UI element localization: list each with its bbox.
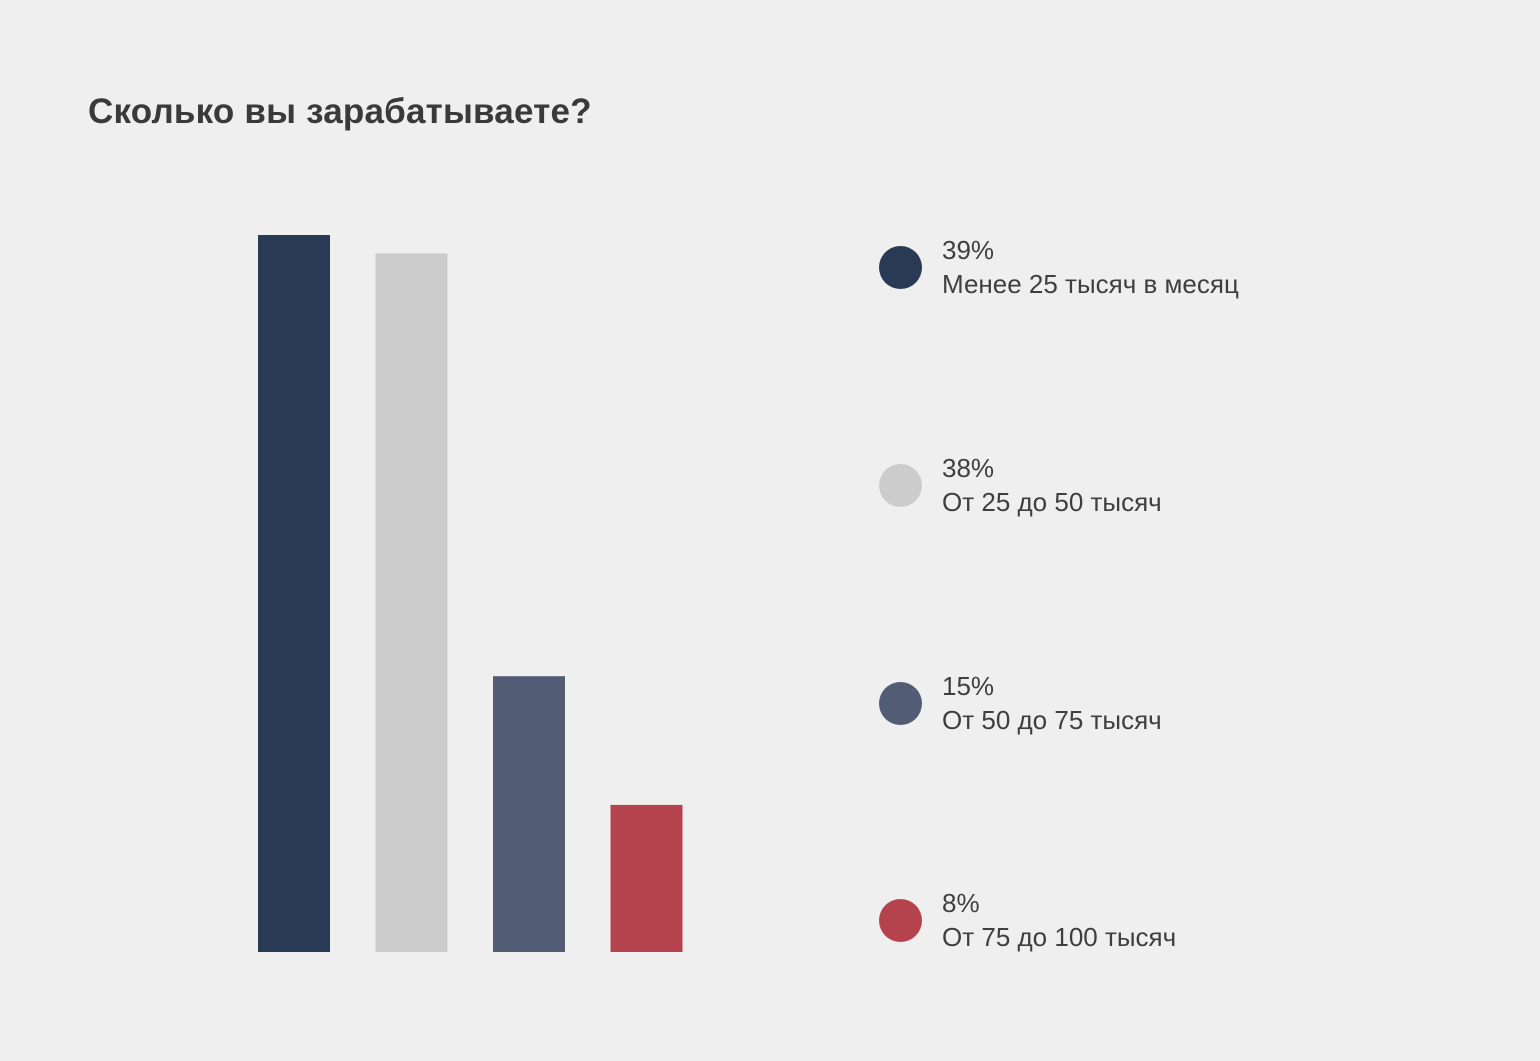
legend-value: 15% xyxy=(942,671,995,701)
bar-4 xyxy=(610,804,683,952)
legend-label: От 75 до 100 тысяч xyxy=(942,922,1177,952)
legend-item: 15% От 50 до 75 тысяч xyxy=(878,670,1398,742)
legend-label: Менее 25 тысяч в месяц xyxy=(942,269,1239,299)
legend-swatch-icon xyxy=(879,464,922,507)
legend-swatch-icon xyxy=(879,246,922,289)
chart-title: Сколько вы зарабатываете? xyxy=(88,92,592,131)
legend-value: 39% xyxy=(942,235,995,265)
bar-group xyxy=(258,235,683,952)
legend-value: 8% xyxy=(942,888,980,918)
legend-value: 38% xyxy=(942,453,995,483)
bar-3 xyxy=(493,676,565,952)
bar-1 xyxy=(258,235,330,952)
legend-label: От 50 до 75 тысяч xyxy=(942,705,1162,735)
legend-item: 8% От 75 до 100 тысяч xyxy=(878,887,1398,959)
legend-label: От 25 до 50 тысяч xyxy=(942,487,1162,517)
legend-item: 38% От 25 до 50 тысяч xyxy=(878,452,1398,524)
legend-item: 39% Менее 25 тысяч в месяц xyxy=(878,234,1398,306)
legend-swatch-icon xyxy=(879,682,922,725)
legend-swatch-icon xyxy=(879,899,922,942)
bar-2 xyxy=(375,253,448,952)
